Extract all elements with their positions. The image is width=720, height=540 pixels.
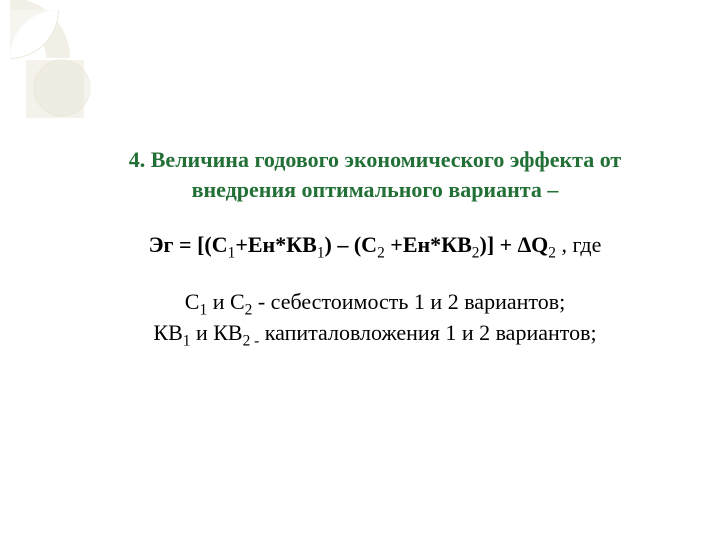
title-line-1: 4. Величина годового экономического эффе…	[129, 147, 621, 172]
note2-b: и КВ	[190, 320, 242, 345]
formula-tail: , где	[556, 232, 601, 257]
formula-lhs: Эг =	[149, 232, 197, 257]
formula-sub-kv1: 1	[317, 245, 325, 262]
note2-c: капиталовложения 1 и 2 вариантов;	[259, 320, 596, 345]
formula-mid3: +Ен*КВ	[385, 232, 472, 257]
slide-title: 4. Величина годового экономического эффе…	[70, 145, 680, 204]
formula-mid2: ) – (С	[325, 232, 378, 257]
formula-prefix: [(С	[197, 232, 228, 257]
formula-sub-q2: 2	[548, 245, 556, 262]
formula-line: Эг = [(С1+Ен*КВ1) – (С2 +Ен*КВ2)] + ∆Q2 …	[70, 230, 680, 261]
note1-c: - себестоимость 1 и 2 вариантов;	[252, 289, 565, 314]
title-line-2: внедрения оптимального варианта –	[192, 177, 559, 202]
corner-decoration	[0, 0, 110, 120]
note2-a: КВ	[153, 320, 182, 345]
note2-sub2: 2 -	[243, 332, 260, 349]
formula-notes: С1 и С2 - себестоимость 1 и 2 вариантов;…	[70, 287, 680, 349]
formula-dq: ∆Q	[518, 232, 549, 257]
note1-a: С	[185, 289, 200, 314]
formula-mid4: )] +	[480, 232, 518, 257]
slide-content: 4. Величина годового экономического эффе…	[70, 145, 680, 349]
formula-sub-s2: 2	[377, 245, 385, 262]
note1-b: и С	[207, 289, 244, 314]
formula-sub-kv2: 2	[472, 245, 480, 262]
formula-mid1: +Ен*КВ	[235, 232, 317, 257]
